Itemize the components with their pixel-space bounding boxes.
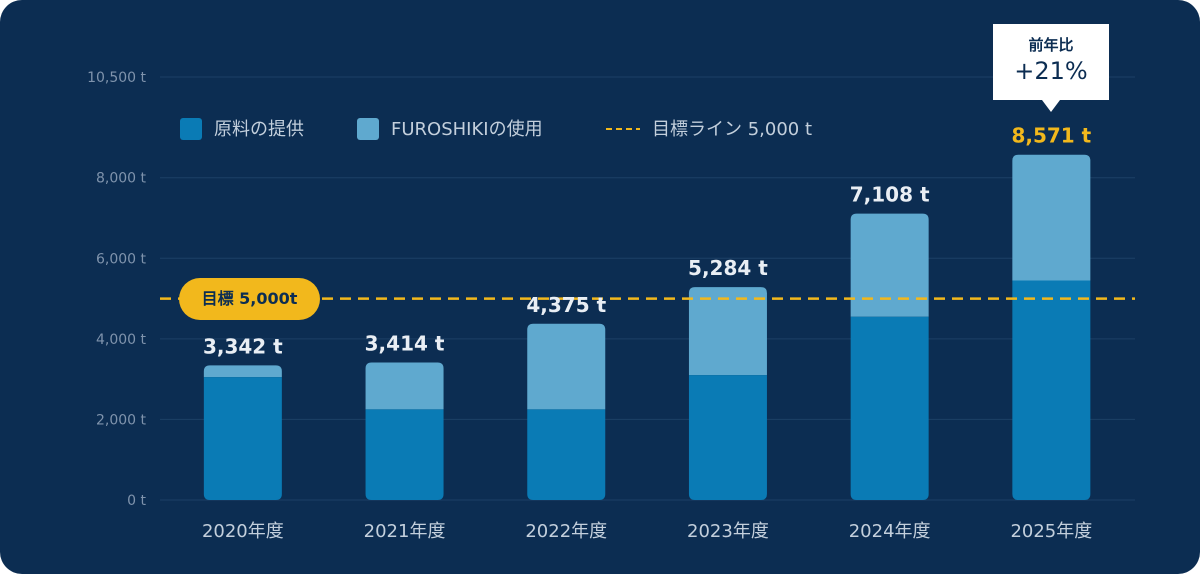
target-badge: 目標 5,000t (179, 278, 320, 320)
bar-segment-material (527, 409, 606, 500)
x-category-label: 2023年度 (687, 521, 769, 542)
legend-label-target: 目標ライン 5,000 t (652, 119, 812, 140)
bar-total-label: 8,571 t (1011, 124, 1091, 148)
bar-segment-material (203, 377, 282, 500)
bar-segment-furoshiki (365, 362, 444, 410)
yoy-callout-value: +21% (1014, 57, 1088, 85)
yoy-callout-title: 前年比 (1028, 36, 1074, 54)
legend-swatch-material (180, 118, 202, 140)
legend-swatch-furoshiki (357, 118, 379, 140)
y-tick-label: 4,000 t (96, 332, 147, 348)
y-tick-label: 10,500 t (87, 70, 146, 86)
bar-segment-material (1012, 280, 1091, 500)
y-tick-label: 6,000 t (96, 251, 147, 267)
bar-segment-furoshiki (527, 323, 606, 410)
yoy-callout: 前年比 +21% (993, 24, 1109, 112)
legend-label-furoshiki: FUROSHIKIの使用 (391, 119, 543, 140)
legend-label-material: 原料の提供 (214, 119, 304, 140)
y-tick-label: 2,000 t (96, 412, 147, 428)
bar-segment-furoshiki (1012, 154, 1091, 281)
bar-total-label: 4,375 t (526, 293, 606, 317)
bar-total-label: 7,108 t (850, 183, 930, 207)
x-category-label: 2020年度 (202, 521, 284, 542)
total-labels: 3,342 t 3,414 t 4,375 t 5,284 t 7,108 t 8,571… (203, 124, 1092, 359)
bar-segment-furoshiki (850, 213, 929, 317)
bar-series (203, 154, 1091, 500)
bar-total-label: 3,342 t (203, 334, 283, 358)
gridlines (160, 76, 1135, 501)
bar-segment-material (850, 316, 929, 500)
x-category-label: 2024年度 (849, 521, 931, 542)
x-axis-categories: 2020年度 2021年度 2022年度 2023年度 2024年度 2025年度 (202, 521, 1092, 542)
bar-segment-material (365, 409, 444, 500)
bar-segment-furoshiki (203, 365, 282, 378)
bar-segment-material (688, 375, 767, 500)
x-category-label: 2022年度 (525, 521, 607, 542)
x-category-label: 2025年度 (1010, 521, 1092, 542)
legend: 原料の提供 FUROSHIKIの使用 目標ライン 5,000 t (180, 118, 812, 140)
bar-segment-furoshiki (688, 287, 767, 376)
x-category-label: 2021年度 (364, 521, 446, 542)
y-axis-ticks: 0 t 2,000 t 4,000 t 6,000 t 8,000 t 10,500 t (87, 70, 146, 509)
bar-total-label: 3,414 t (365, 331, 445, 355)
y-tick-label: 0 t (127, 493, 146, 509)
bar-total-label: 5,284 t (688, 256, 768, 280)
y-tick-label: 8,000 t (96, 171, 147, 187)
